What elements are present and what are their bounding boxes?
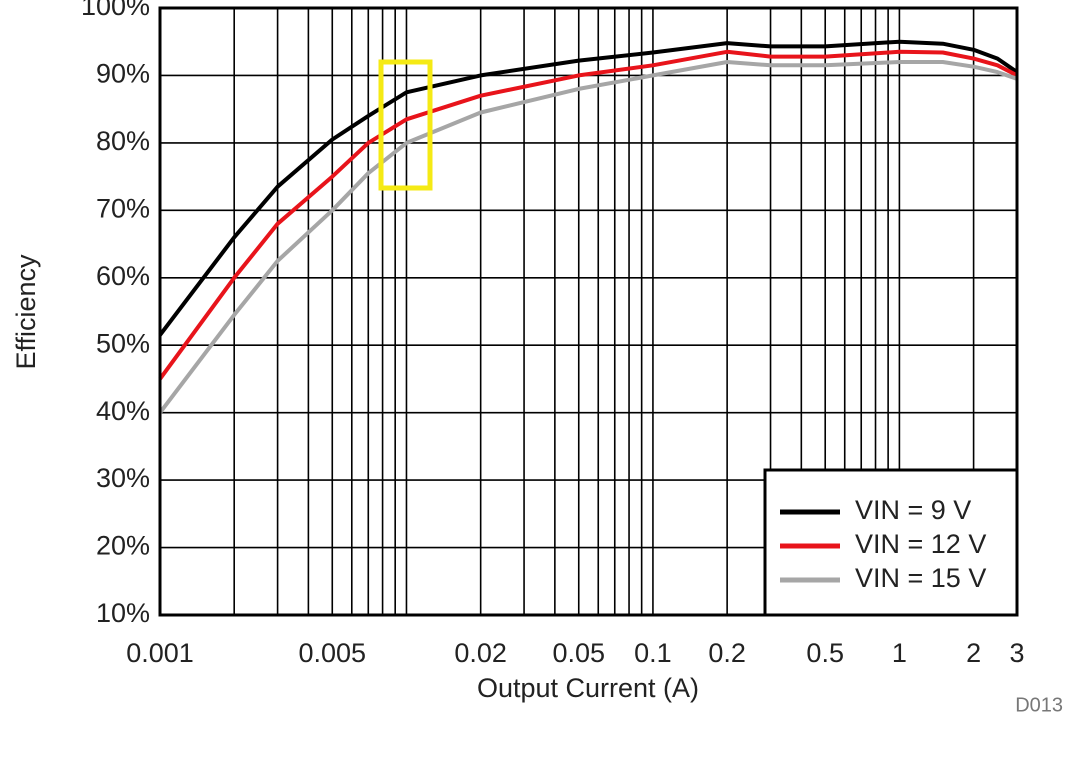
highlight-box — [378, 59, 433, 191]
y-tick-label: 50% — [96, 328, 150, 358]
series-line — [158, 60, 1018, 414]
y-axis-label: Efficiency — [11, 254, 41, 370]
series-line — [158, 39, 1019, 337]
figure-id: D013 — [1015, 694, 1063, 716]
legend-box — [763, 468, 1019, 617]
x-tick-label: 0.05 — [552, 638, 605, 668]
x-tick-label: 0.005 — [298, 638, 366, 668]
y-tick-label: 10% — [96, 598, 150, 628]
y-tick-label: 20% — [96, 531, 150, 561]
x-tick-label: 0.5 — [806, 638, 844, 668]
x-tick-label: 0.2 — [708, 638, 746, 668]
x-tick-label: 2 — [966, 638, 981, 668]
x-tick-label: 1 — [892, 638, 907, 668]
legend-label: VIN = 15 V — [855, 563, 986, 593]
y-tick-label: 90% — [96, 59, 150, 89]
legend-label: VIN = 12 V — [855, 529, 986, 559]
y-tick-label: 70% — [96, 193, 150, 223]
legend: VIN = 9 V VIN = 12 V VIN = 15 V — [763, 468, 1019, 617]
plot-border — [158, 6, 1019, 617]
x-tick-label: 0.1 — [634, 638, 672, 668]
x-axis-label: Output Current (A) — [477, 673, 699, 703]
x-tick-label: 0.001 — [126, 638, 194, 668]
y-tick-label: 100% — [81, 0, 150, 21]
x-tick-label: 0.02 — [454, 638, 507, 668]
y-tick-label: 60% — [96, 261, 150, 291]
legend-label: VIN = 9 V — [855, 495, 971, 525]
y-tick-label: 30% — [96, 463, 150, 493]
x-tick-label: 3 — [1009, 638, 1024, 668]
y-tick-label: 80% — [96, 126, 150, 156]
series-line — [158, 49, 1018, 381]
y-tick-label: 40% — [96, 396, 150, 426]
